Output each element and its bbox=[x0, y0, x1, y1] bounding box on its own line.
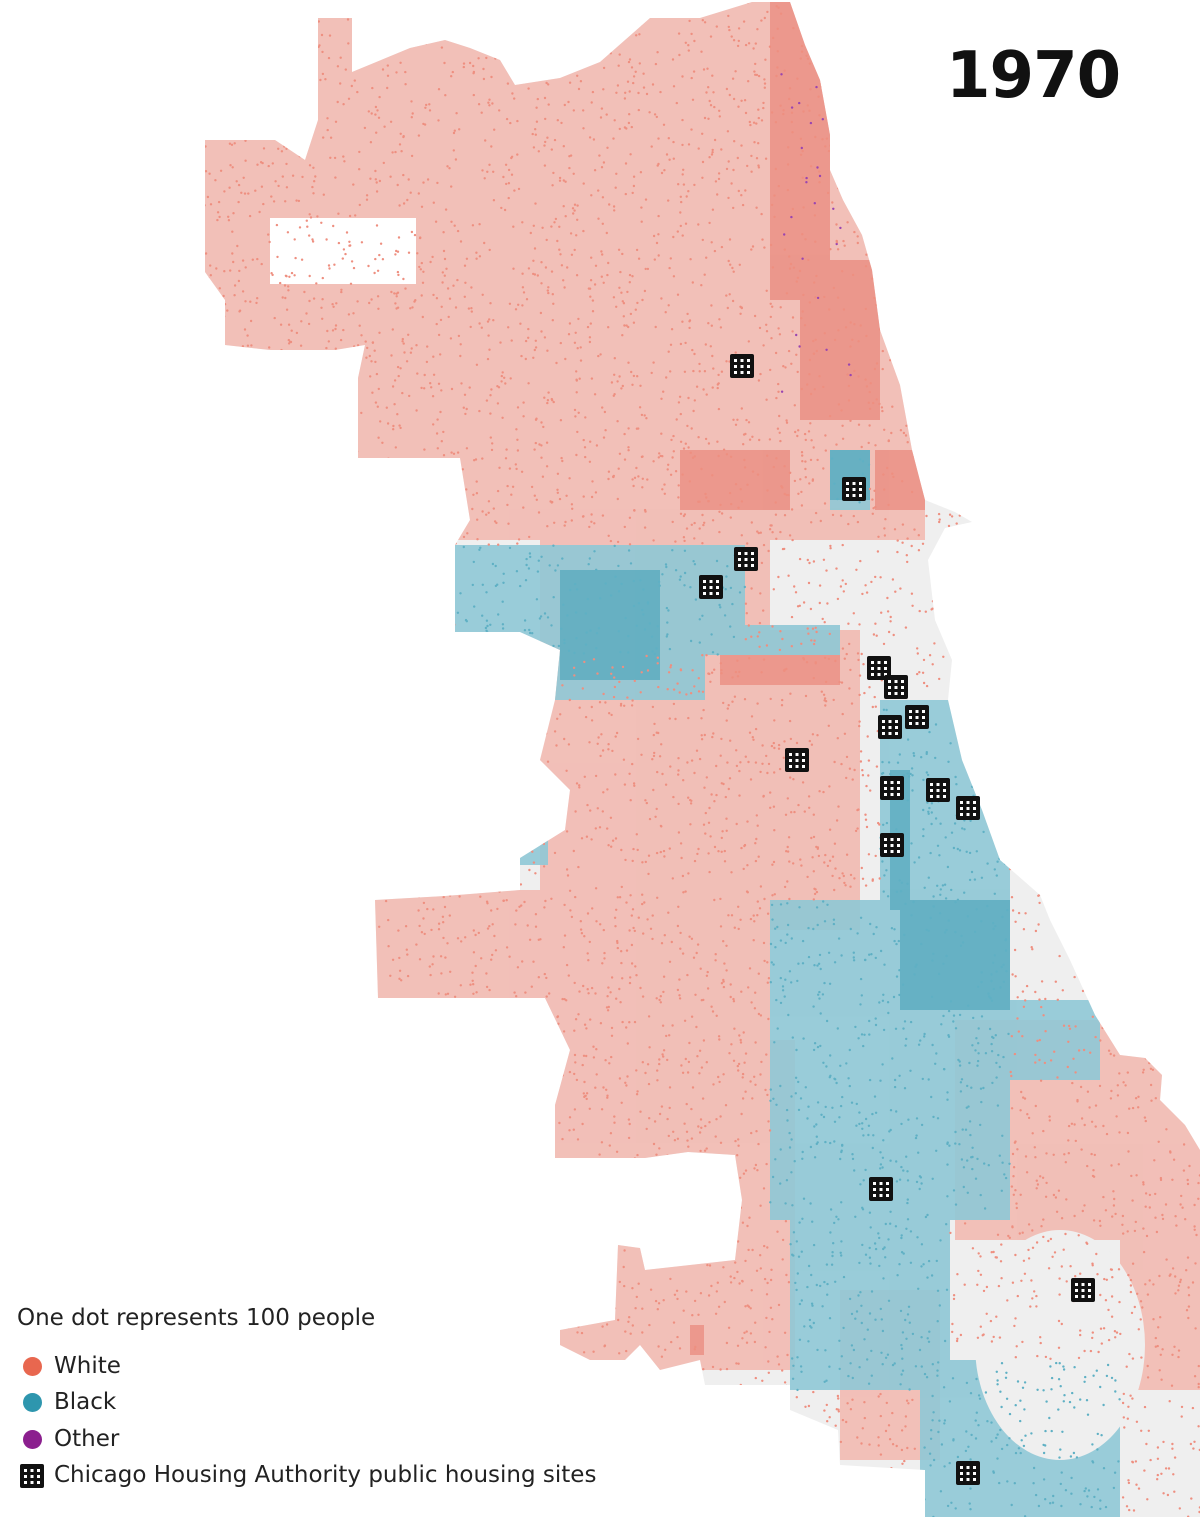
housing-site-marker[interactable] bbox=[869, 1177, 893, 1201]
housing-site-marker[interactable] bbox=[842, 477, 866, 501]
housing-site-marker[interactable] bbox=[699, 575, 723, 599]
legend-label-black: Black bbox=[54, 1389, 117, 1416]
legend-label-housing: Chicago Housing Authority public housing… bbox=[54, 1462, 597, 1489]
legend-item-black: Black bbox=[17, 1385, 596, 1422]
housing-site-marker[interactable] bbox=[956, 1461, 980, 1485]
housing-site-marker[interactable] bbox=[926, 778, 950, 802]
legend-item-white: White bbox=[17, 1348, 596, 1385]
housing-site-marker[interactable] bbox=[730, 354, 754, 378]
housing-site-marker[interactable] bbox=[956, 796, 980, 820]
legend-label-other: Other bbox=[54, 1425, 120, 1452]
housing-site-marker[interactable] bbox=[878, 715, 902, 739]
other-swatch bbox=[23, 1429, 42, 1449]
housing-site-marker[interactable] bbox=[884, 675, 908, 699]
housing-site-marker[interactable] bbox=[880, 833, 904, 857]
legend-item-housing: Chicago Housing Authority public housing… bbox=[17, 1458, 596, 1495]
airport-area bbox=[975, 1230, 1145, 1460]
housing-site-marker[interactable] bbox=[905, 705, 929, 729]
legend-item-other: Other bbox=[17, 1421, 596, 1458]
year-title: 1970 bbox=[946, 39, 1121, 113]
housing-sites-layer bbox=[699, 354, 1095, 1485]
housing-site-marker[interactable] bbox=[785, 748, 809, 772]
housing-site-marker[interactable] bbox=[880, 776, 904, 800]
building-icon bbox=[20, 1463, 44, 1488]
map-legend: One dot represents 100 people White Blac… bbox=[17, 1307, 596, 1494]
housing-site-marker[interactable] bbox=[1071, 1278, 1095, 1302]
housing-site-marker[interactable] bbox=[734, 547, 758, 571]
black-swatch bbox=[23, 1393, 42, 1413]
legend-label-white: White bbox=[54, 1352, 121, 1379]
white-swatch bbox=[23, 1356, 42, 1376]
housing-site-marker[interactable] bbox=[867, 656, 891, 680]
legend-note: One dot represents 100 people bbox=[17, 1305, 376, 1331]
unpopulated-zone bbox=[270, 218, 416, 284]
